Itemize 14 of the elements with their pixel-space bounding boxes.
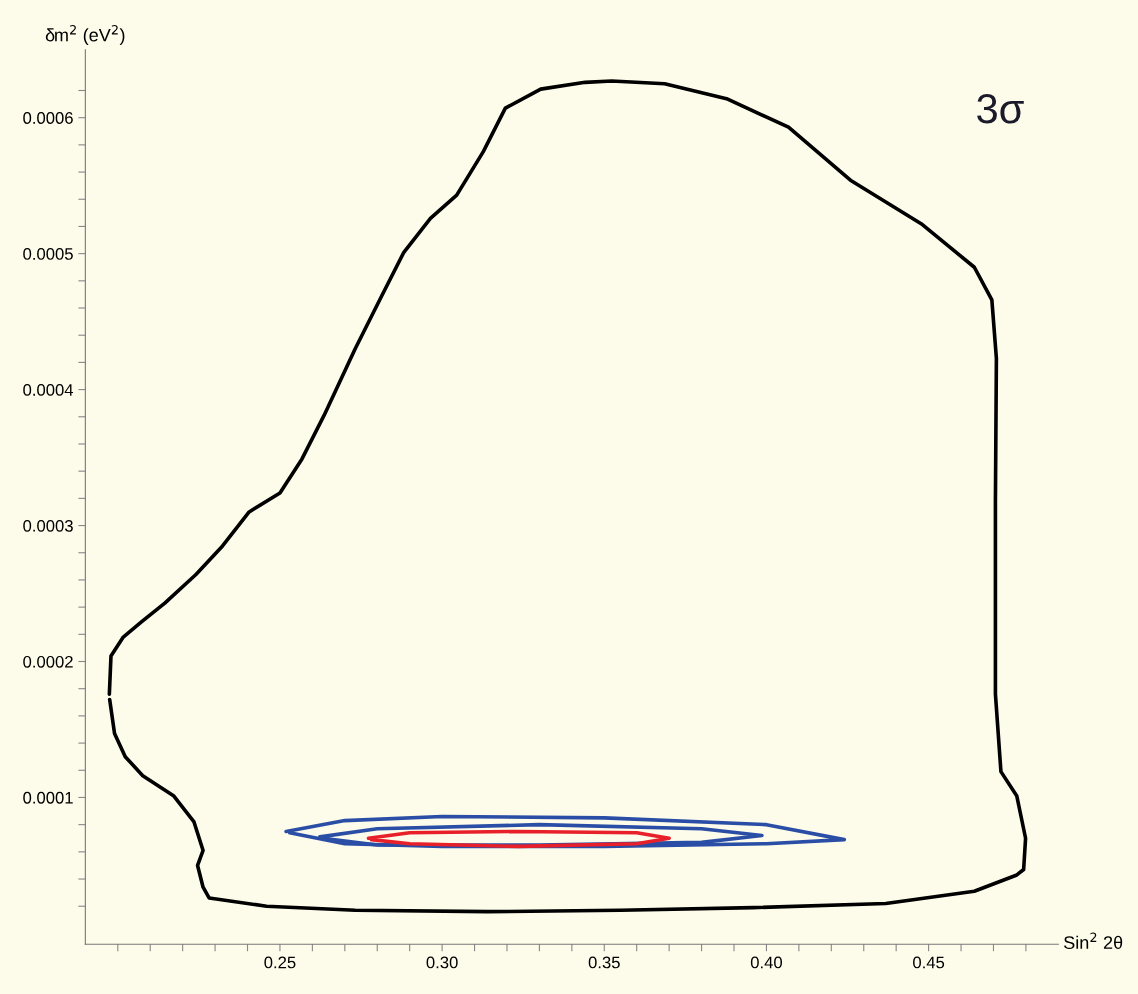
y-tick-label: 0.0006	[23, 112, 73, 124]
y-tick-label: 0.0001	[23, 791, 73, 804]
y-tick-label: 0.0005	[23, 248, 73, 260]
x-tick-label: 0.30	[426, 956, 458, 969]
y-tick-label: 0.0003	[23, 519, 73, 532]
x-tick-label: 0.40	[750, 956, 783, 969]
y-axis-title: δm$^{2}$ (eV$^{2}$)	[45, 25, 125, 46]
y-tick-label: 0.0002	[23, 655, 73, 668]
x-tick-label: 0.25	[264, 956, 296, 969]
annotation: 3σ	[977, 94, 1024, 124]
y-tick-label: 0.0004	[23, 383, 74, 396]
x-axis-title: Sin$^{2}$ 2θ	[1064, 932, 1123, 950]
x-tick-label: 0.35	[588, 956, 620, 969]
x-tick-label: 0.45	[913, 956, 945, 969]
